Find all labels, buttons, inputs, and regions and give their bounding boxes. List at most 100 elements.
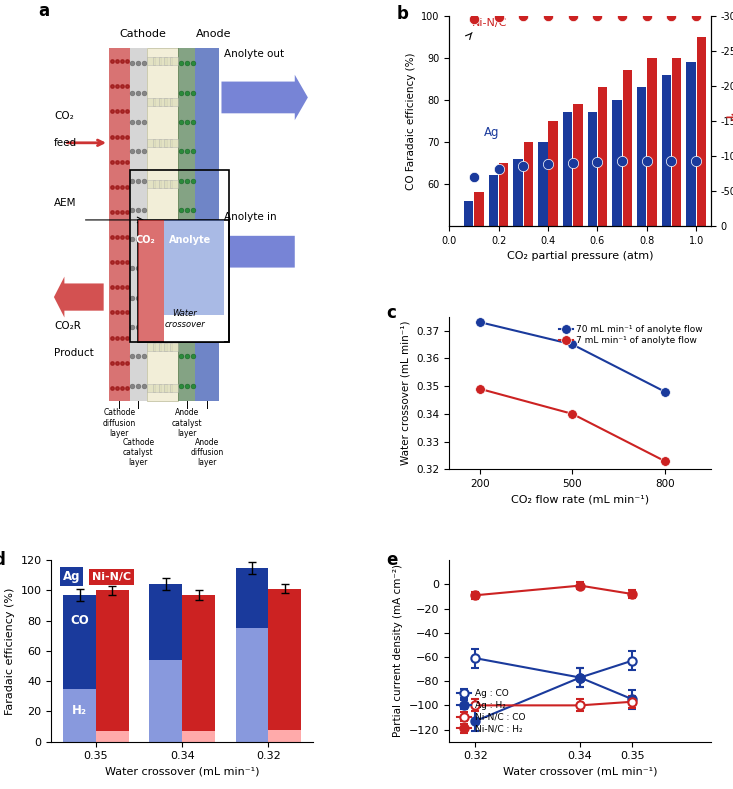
Text: Anolyte: Anolyte xyxy=(169,234,211,245)
Bar xyxy=(686,62,696,436)
Text: CO₂: CO₂ xyxy=(136,234,155,245)
Line: 7 mL min⁻¹ of anolyte flow: 7 mL min⁻¹ of anolyte flow xyxy=(475,384,670,466)
X-axis label: CO₂ flow rate (mL min⁻¹): CO₂ flow rate (mL min⁻¹) xyxy=(511,495,649,505)
Bar xyxy=(164,220,224,315)
Y-axis label: Faradaic efficiency (%): Faradaic efficiency (%) xyxy=(5,587,15,715)
Bar xyxy=(489,175,498,436)
Bar xyxy=(647,58,657,436)
Text: Cathode
catalyst
layer: Cathode catalyst layer xyxy=(122,438,154,468)
Bar xyxy=(598,88,607,436)
Text: c: c xyxy=(386,305,397,323)
Text: feed: feed xyxy=(54,138,77,148)
70 mL min⁻¹ of anolyte flow xyxy=(476,317,485,327)
Bar xyxy=(637,88,647,436)
Point xyxy=(690,155,702,167)
X-axis label: Water crossover (mL min⁻¹): Water crossover (mL min⁻¹) xyxy=(503,767,658,777)
Bar xyxy=(563,113,572,436)
Point xyxy=(542,9,554,22)
Bar xyxy=(138,220,164,342)
Bar xyxy=(268,730,301,742)
Legend: Ag : CO, Ag : H₂, Ni-N/C : CO, Ni-N/C : H₂: Ag : CO, Ag : H₂, Ni-N/C : CO, Ni-N/C : … xyxy=(454,686,528,737)
Point xyxy=(641,9,652,22)
Bar xyxy=(538,142,548,436)
Bar xyxy=(464,200,474,436)
Bar xyxy=(612,100,622,436)
FancyArrow shape xyxy=(208,229,295,275)
Point xyxy=(690,9,702,22)
Text: d: d xyxy=(0,551,6,569)
Bar xyxy=(63,689,96,742)
Bar xyxy=(236,628,268,742)
Text: Product: Product xyxy=(54,348,94,358)
Point xyxy=(567,156,578,169)
Text: CO₂R: CO₂R xyxy=(54,321,81,331)
Bar xyxy=(130,170,229,342)
Bar xyxy=(236,568,268,628)
X-axis label: CO₂ partial pressure (atm): CO₂ partial pressure (atm) xyxy=(507,251,653,261)
Bar xyxy=(183,731,215,742)
70 mL min⁻¹ of anolyte flow xyxy=(660,387,669,396)
Bar xyxy=(672,58,682,436)
Point xyxy=(592,9,603,22)
Bar xyxy=(573,104,583,436)
Bar xyxy=(63,595,96,689)
Text: Anolyte in: Anolyte in xyxy=(224,212,277,222)
FancyArrow shape xyxy=(221,75,308,120)
Bar xyxy=(662,75,671,436)
Y-axis label: CO Faradaic efficiency (%): CO Faradaic efficiency (%) xyxy=(405,52,416,189)
Point xyxy=(542,157,554,170)
Bar xyxy=(696,37,706,436)
Bar xyxy=(195,47,219,402)
Bar xyxy=(150,585,183,660)
Bar xyxy=(548,121,558,436)
Point xyxy=(468,13,480,25)
Point xyxy=(616,155,628,168)
Text: a: a xyxy=(38,2,49,21)
Text: H₂: H₂ xyxy=(72,705,87,717)
Point xyxy=(517,159,529,172)
Text: Ag: Ag xyxy=(484,125,499,139)
Text: Anolyte out: Anolyte out xyxy=(224,49,284,58)
Text: Anode
diffusion
layer: Anode diffusion layer xyxy=(191,438,224,468)
X-axis label: Water crossover (mL min⁻¹): Water crossover (mL min⁻¹) xyxy=(105,767,259,777)
Point xyxy=(592,156,603,169)
70 mL min⁻¹ of anolyte flow xyxy=(568,340,577,350)
Y-axis label: Partial current density (mA cm⁻²): Partial current density (mA cm⁻²) xyxy=(394,564,403,738)
Text: e: e xyxy=(386,551,398,569)
Point xyxy=(468,170,480,183)
Text: CO₂: CO₂ xyxy=(54,110,74,121)
Point xyxy=(567,9,578,22)
7 mL min⁻¹ of anolyte flow xyxy=(660,456,669,466)
Point xyxy=(616,9,628,22)
Bar xyxy=(109,47,130,402)
Text: Cathode
diffusion
layer: Cathode diffusion layer xyxy=(103,408,136,438)
Text: Ni-N/C: Ni-N/C xyxy=(471,18,507,28)
FancyArrow shape xyxy=(54,277,103,317)
Point xyxy=(493,11,504,24)
Bar xyxy=(138,220,229,342)
Bar xyxy=(588,113,597,436)
Text: Ag: Ag xyxy=(63,570,81,583)
Bar xyxy=(183,595,215,731)
Point xyxy=(666,155,677,167)
Bar xyxy=(130,47,147,402)
Bar xyxy=(150,660,183,742)
Bar xyxy=(268,589,301,730)
Bar xyxy=(499,163,509,436)
Text: Ni-N/C: Ni-N/C xyxy=(92,572,131,581)
7 mL min⁻¹ of anolyte flow xyxy=(476,384,485,394)
Text: b: b xyxy=(397,6,409,23)
Line: 70 mL min⁻¹ of anolyte flow: 70 mL min⁻¹ of anolyte flow xyxy=(475,317,670,397)
Point xyxy=(493,163,504,175)
Bar xyxy=(474,193,484,436)
Text: Anode
catalyst
layer: Anode catalyst layer xyxy=(172,408,202,438)
Legend: 70 mL min⁻¹ of anolyte flow, 7 mL min⁻¹ of anolyte flow: 70 mL min⁻¹ of anolyte flow, 7 mL min⁻¹ … xyxy=(556,321,707,349)
Bar xyxy=(513,159,523,436)
Y-axis label: Water crossover (mL min⁻¹): Water crossover (mL min⁻¹) xyxy=(401,321,410,466)
Bar xyxy=(164,315,224,342)
Bar xyxy=(524,142,533,436)
Bar xyxy=(622,70,632,436)
Bar xyxy=(96,731,129,742)
Bar xyxy=(147,47,178,402)
Text: AEM: AEM xyxy=(54,198,76,208)
